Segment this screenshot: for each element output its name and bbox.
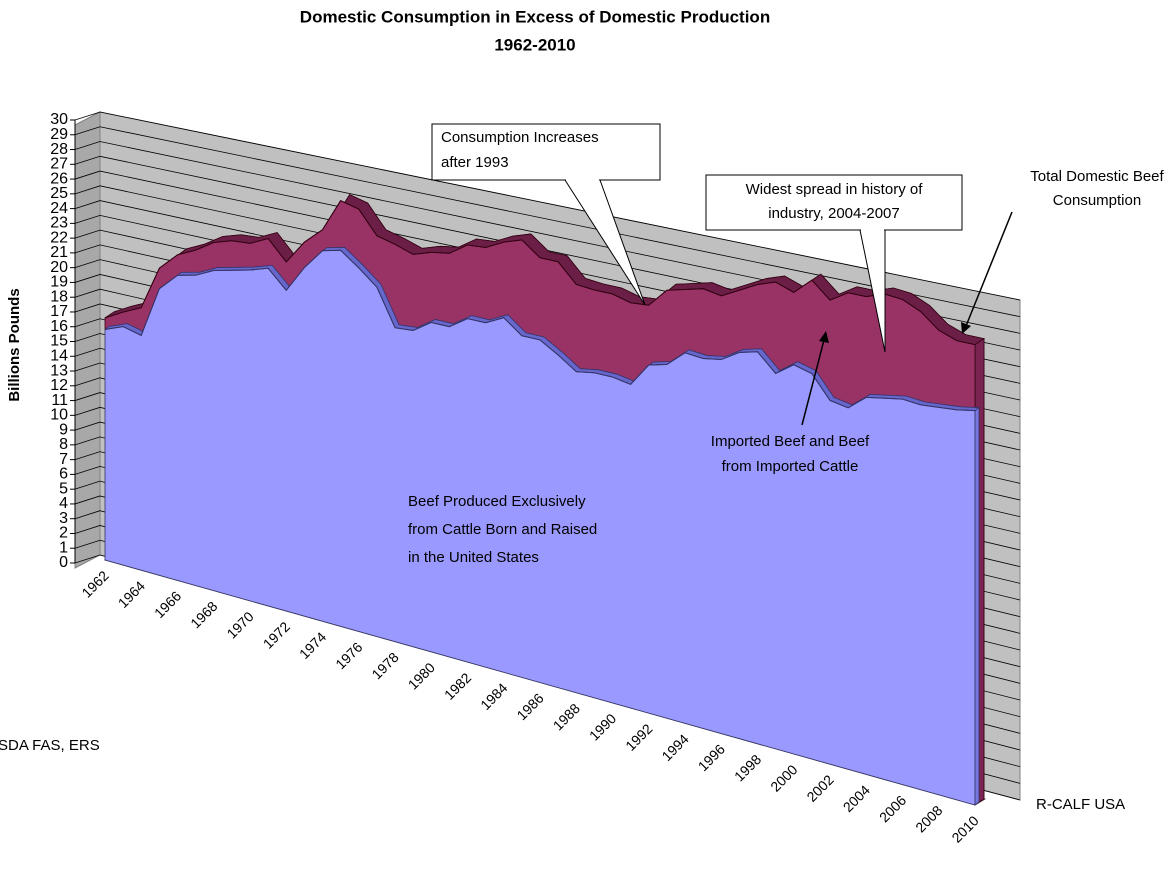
x-tick-label: 1976 [332, 639, 365, 672]
annotation: from Imported Cattle [722, 458, 859, 475]
annotation: Widest spread in history of [746, 181, 924, 198]
chart-title: Domestic Consumption in Excess of Domest… [300, 7, 770, 26]
arrow [965, 211, 1013, 327]
y-tick-label: 28 [50, 141, 68, 158]
x-tick-label: 1998 [731, 751, 764, 784]
callout-box [705, 174, 963, 231]
y-tick-label: 2 [59, 525, 68, 542]
y-tick-label: 13 [50, 362, 68, 379]
annotation: Beef Produced Exclusively [408, 493, 586, 510]
x-tick-label: 1986 [513, 690, 546, 723]
y-tick-label: 26 [50, 170, 68, 187]
x-tick-label: 2000 [767, 761, 800, 794]
x-tick-label: 1974 [296, 629, 329, 662]
y-tick-label: 21 [50, 244, 68, 261]
y-tick-label: 4 [59, 495, 68, 512]
y-tick-label: 8 [59, 436, 68, 453]
x-tick-label: 1966 [151, 588, 184, 621]
credit: R-CALF USA [1036, 796, 1125, 813]
y-tick-label: 3 [59, 510, 68, 527]
source: SDA FAS, ERS [0, 737, 100, 754]
grid-line [74, 141, 1021, 334]
x-tick-label: 1996 [695, 741, 728, 774]
y-tick-label: 29 [50, 126, 68, 143]
annotation: Imported Beef and Beef [711, 433, 870, 450]
annotation: industry, 2004-2007 [768, 205, 899, 222]
x-tick-label: 2002 [803, 771, 836, 804]
y-tick-label: 9 [59, 421, 68, 438]
y-tick-label: 22 [50, 229, 68, 246]
area-edge [104, 249, 976, 412]
x-tick-label: 1962 [78, 567, 111, 600]
arrowhead [961, 322, 971, 334]
grid-line [74, 111, 1021, 301]
arrowhead [819, 331, 829, 343]
x-tick-label: 1982 [441, 669, 474, 702]
y-tick-label: 16 [50, 318, 68, 335]
x-tick-label: 1992 [622, 720, 655, 753]
arrow [801, 339, 825, 426]
x-tick-label: 1970 [223, 608, 256, 641]
x-tick-label: 1980 [405, 659, 438, 692]
x-tick-label: 1978 [368, 649, 401, 682]
y-tick-label: 1 [59, 539, 68, 556]
annotation: from Cattle Born and Raised [408, 521, 597, 538]
y-tick-label: 15 [50, 333, 68, 350]
y-tick-label: 20 [50, 259, 68, 276]
callout-box [431, 123, 661, 181]
chart-subtitle: 1962-2010 [494, 35, 575, 54]
y-tick-label: 7 [59, 451, 68, 468]
y-tick-label: 0 [59, 554, 68, 571]
y-tick-label: 10 [50, 407, 68, 424]
y-axis-label: Billions Pounds [6, 288, 23, 401]
callouts [431, 123, 1013, 426]
area-edge [104, 200, 976, 346]
area-side-face [974, 406, 980, 806]
x-tick-label: 2010 [948, 812, 981, 845]
y-tick-label: 14 [50, 347, 68, 364]
y-tick-label: 17 [50, 303, 68, 320]
y-tick-label: 30 [50, 111, 68, 128]
x-tick-label: 1984 [477, 680, 510, 713]
annotation: after 1993 [441, 154, 509, 171]
y-tick-label: 12 [50, 377, 68, 394]
x-tick-label: 2004 [840, 782, 873, 815]
annotation: Consumption Increases [441, 129, 599, 146]
y-tick-label: 19 [50, 274, 68, 291]
x-tick-label: 1990 [586, 710, 619, 743]
annotation: Total Domestic Beef [1030, 168, 1164, 185]
annotation: Consumption [1053, 192, 1141, 209]
x-tick-label: 2006 [876, 792, 909, 825]
y-tick-label: 6 [59, 466, 68, 483]
x-tick-label: 1994 [658, 731, 691, 764]
y-tick-label: 5 [59, 480, 68, 497]
y-tick-label: 11 [51, 392, 68, 409]
x-tick-label: 1964 [115, 577, 148, 610]
x-tick-label: 1972 [260, 618, 293, 651]
y-tick-label: 18 [50, 288, 68, 305]
x-tick-label: 1988 [550, 700, 583, 733]
annotation: in the United States [408, 549, 539, 566]
y-tick-label: 24 [50, 200, 68, 217]
y-tick-label: 25 [50, 185, 68, 202]
x-tick-label: 2008 [912, 802, 945, 835]
y-tick-label: 27 [50, 156, 68, 173]
y-tick-label: 23 [50, 215, 68, 232]
x-tick-label: 1968 [187, 598, 220, 631]
grid-line [74, 126, 1021, 318]
